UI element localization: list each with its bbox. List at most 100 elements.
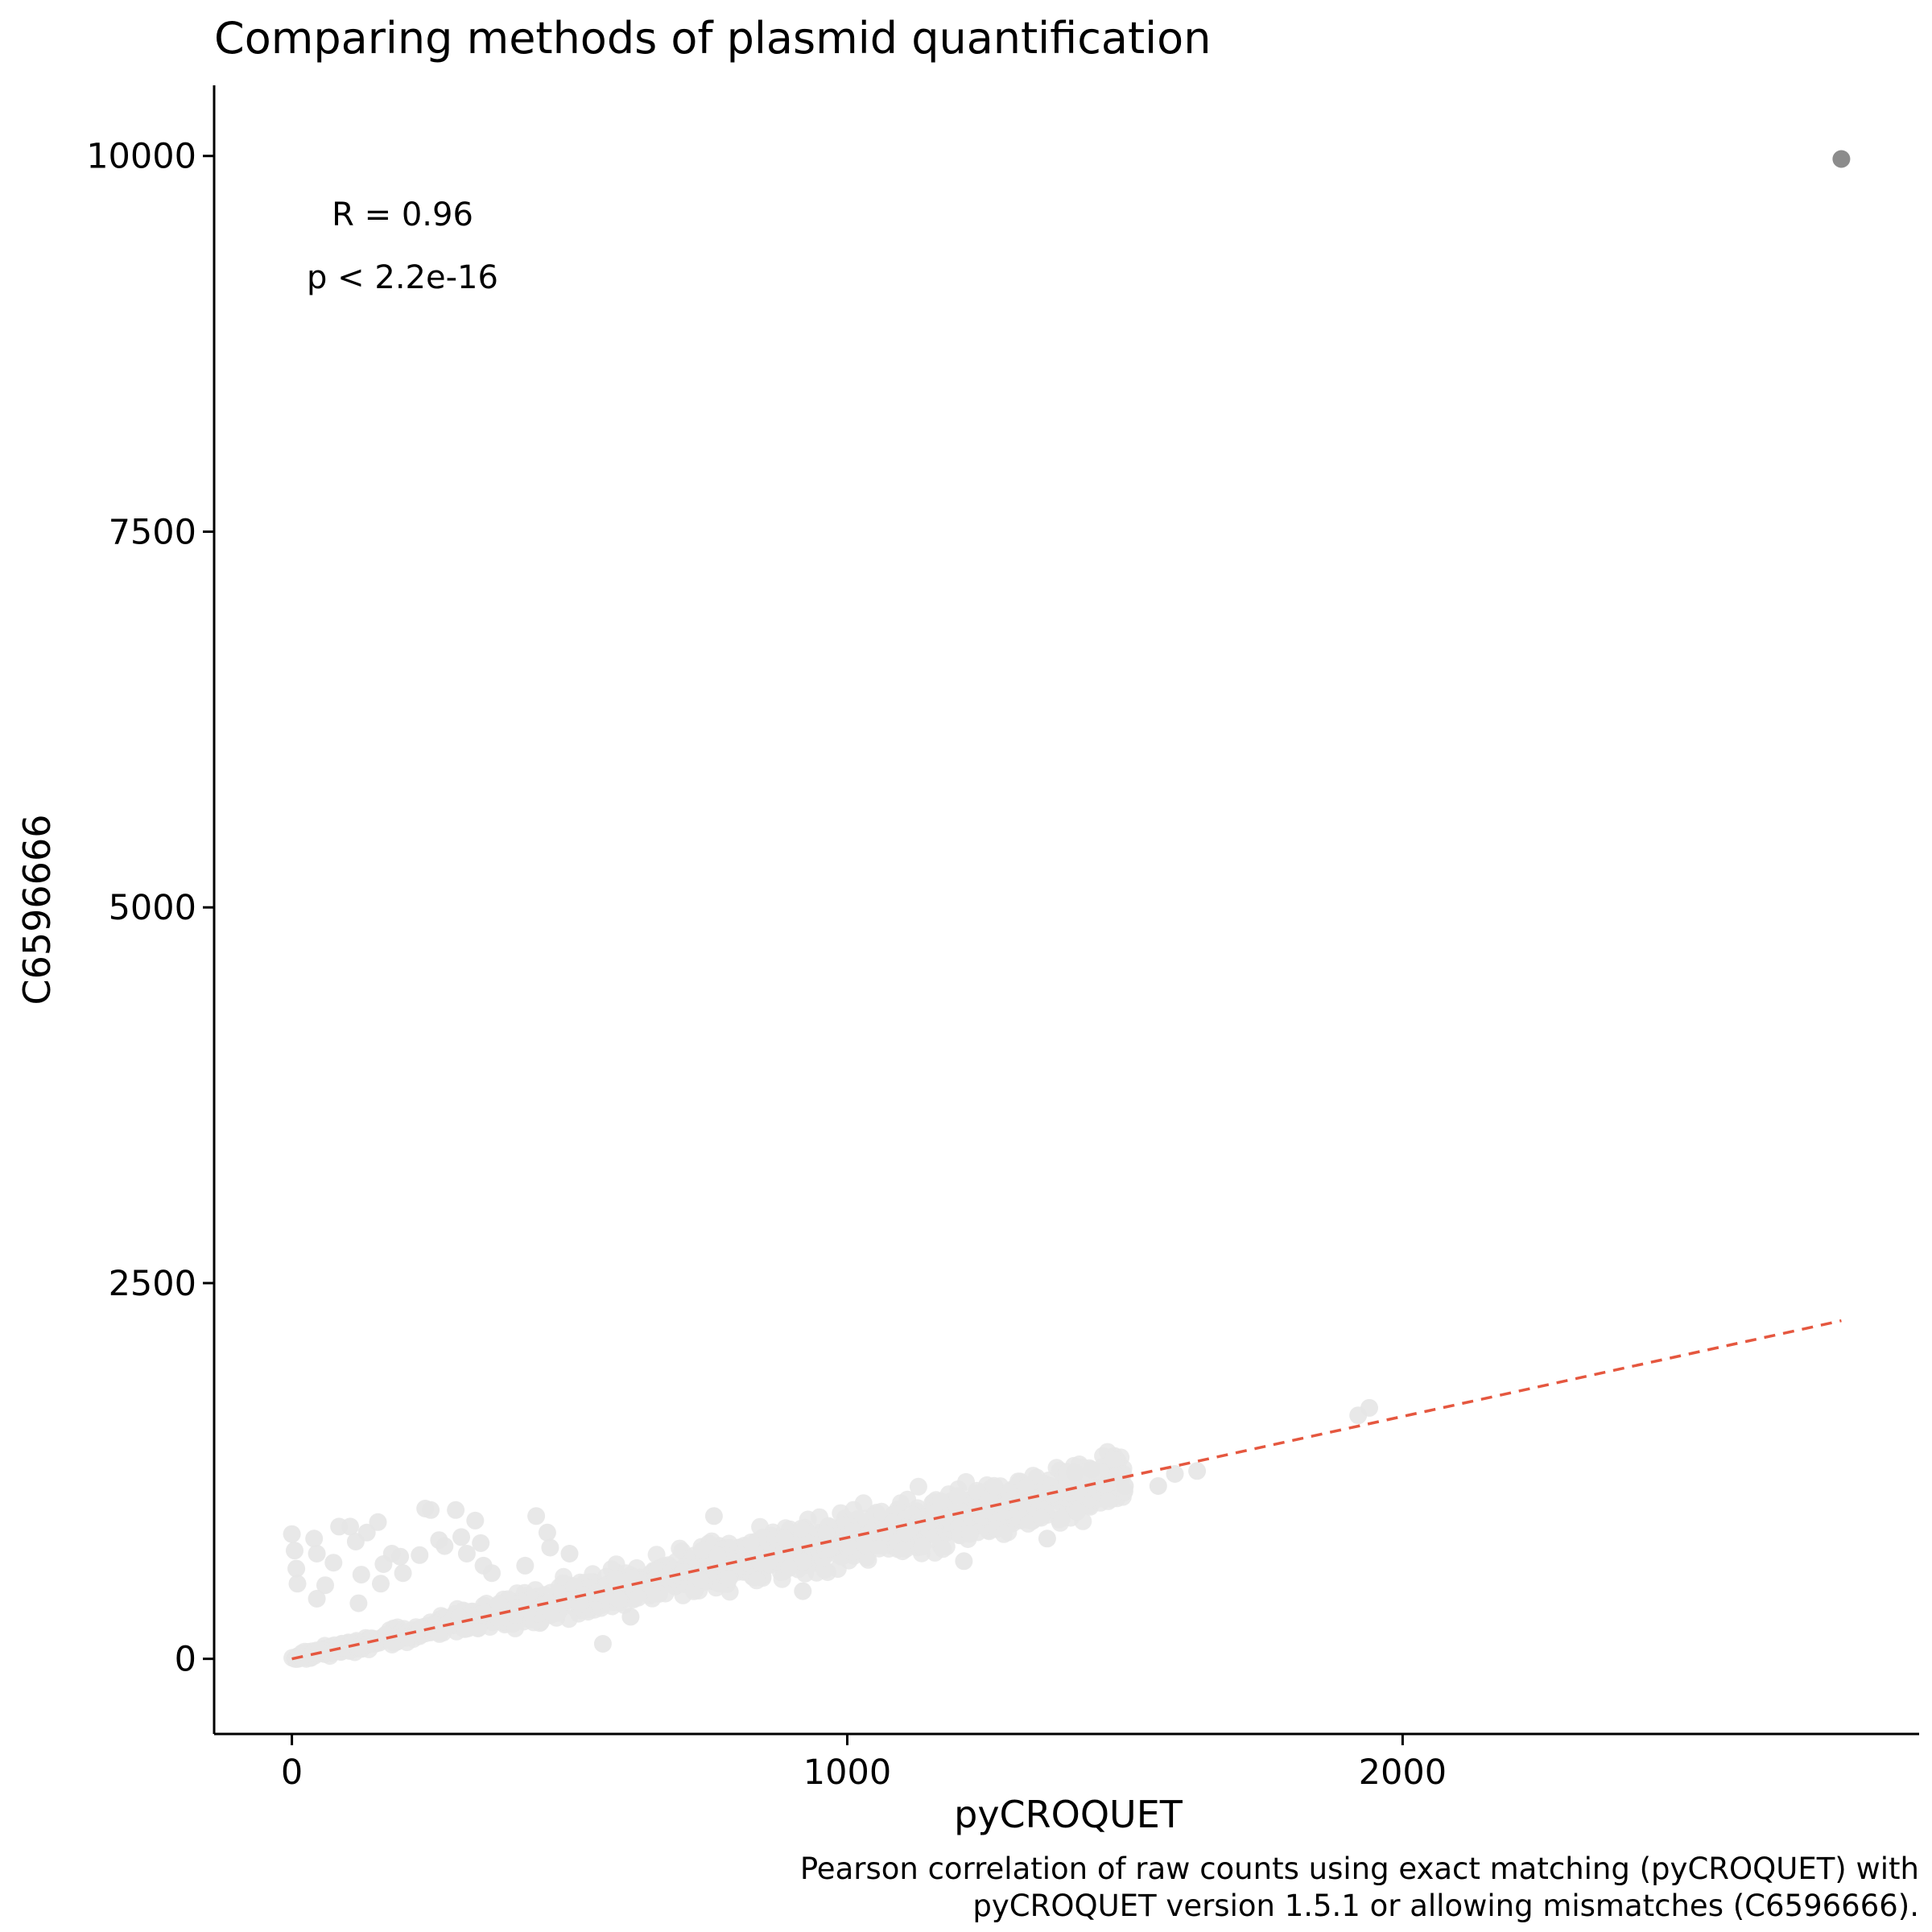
data-point bbox=[720, 1570, 738, 1588]
data-point bbox=[466, 1511, 485, 1530]
data-point bbox=[794, 1552, 812, 1571]
data-point bbox=[794, 1582, 812, 1600]
data-point bbox=[447, 1501, 465, 1519]
data-point bbox=[1066, 1463, 1084, 1482]
data-point bbox=[538, 1523, 556, 1542]
data-point bbox=[913, 1538, 931, 1556]
data-point bbox=[629, 1588, 647, 1607]
data-point bbox=[961, 1525, 979, 1543]
data-point bbox=[422, 1501, 440, 1519]
data-point bbox=[394, 1564, 412, 1583]
y-tick-label: 5000 bbox=[109, 888, 196, 928]
data-point bbox=[1038, 1530, 1056, 1548]
data-point bbox=[792, 1519, 811, 1538]
highlight-point bbox=[1832, 150, 1851, 168]
data-point bbox=[489, 1595, 508, 1613]
caption-line-1: Pearson correlation of raw counts using … bbox=[800, 1852, 1919, 1886]
data-point bbox=[383, 1636, 402, 1653]
data-point bbox=[1360, 1398, 1378, 1417]
data-point bbox=[483, 1564, 501, 1583]
regression-layer bbox=[291, 1319, 1842, 1661]
data-point bbox=[995, 1525, 1013, 1543]
data-point bbox=[658, 1567, 676, 1585]
data-point bbox=[472, 1534, 490, 1552]
x-tick-label: 1000 bbox=[803, 1752, 891, 1793]
x-axis-title: pyCROQUET bbox=[954, 1793, 1183, 1836]
data-point bbox=[931, 1492, 950, 1510]
data-point bbox=[341, 1517, 359, 1536]
data-point bbox=[1099, 1492, 1117, 1510]
data-point bbox=[609, 1591, 628, 1609]
data-point bbox=[820, 1539, 839, 1558]
data-point bbox=[286, 1542, 303, 1560]
data-point bbox=[817, 1524, 836, 1542]
data-point bbox=[775, 1529, 794, 1547]
x-tick-label: 0 bbox=[281, 1752, 303, 1793]
data-point bbox=[909, 1477, 927, 1496]
data-point bbox=[539, 1593, 558, 1612]
data-point bbox=[1032, 1509, 1051, 1527]
y-tick-label: 2500 bbox=[109, 1264, 196, 1304]
data-point bbox=[571, 1594, 588, 1612]
data-point bbox=[516, 1556, 535, 1575]
data-point bbox=[1018, 1478, 1035, 1496]
data-point bbox=[287, 1559, 306, 1578]
data-point bbox=[747, 1571, 766, 1590]
data-point bbox=[452, 1528, 470, 1546]
data-point bbox=[457, 1545, 476, 1563]
points-layer bbox=[283, 1398, 1378, 1668]
data-point bbox=[780, 1559, 798, 1577]
data-point bbox=[704, 1507, 723, 1525]
data-point bbox=[283, 1525, 301, 1543]
data-point bbox=[436, 1537, 454, 1555]
data-point bbox=[999, 1492, 1018, 1511]
data-point bbox=[411, 1546, 429, 1564]
data-point bbox=[741, 1534, 760, 1551]
data-point bbox=[1188, 1462, 1207, 1480]
data-point bbox=[896, 1524, 914, 1542]
data-point bbox=[856, 1536, 874, 1554]
data-point bbox=[691, 1571, 710, 1589]
data-point bbox=[1149, 1477, 1167, 1495]
regression-line bbox=[291, 1319, 1842, 1661]
data-point bbox=[352, 1566, 370, 1584]
data-point bbox=[693, 1542, 712, 1559]
data-point bbox=[288, 1575, 307, 1593]
data-point bbox=[456, 1620, 474, 1638]
x-axis-ticks: 0 1000 2000 bbox=[281, 1734, 1447, 1793]
y-axis-ticks: 0 2500 5000 7500 10000 bbox=[86, 137, 214, 1680]
data-point bbox=[873, 1502, 890, 1521]
data-point bbox=[1116, 1477, 1134, 1495]
data-point bbox=[593, 1635, 612, 1653]
data-point bbox=[476, 1604, 493, 1622]
data-point bbox=[1068, 1502, 1086, 1521]
data-point bbox=[955, 1552, 973, 1571]
data-point bbox=[308, 1590, 326, 1608]
data-point bbox=[948, 1487, 967, 1505]
data-point bbox=[310, 1641, 328, 1660]
data-point bbox=[349, 1637, 368, 1656]
data-point bbox=[369, 1513, 387, 1531]
data-point bbox=[1104, 1450, 1122, 1468]
data-point bbox=[606, 1570, 625, 1588]
data-point bbox=[506, 1619, 524, 1637]
data-point bbox=[621, 1608, 640, 1626]
data-point bbox=[985, 1476, 1003, 1495]
data-point bbox=[708, 1546, 727, 1565]
y-tick-label: 7500 bbox=[109, 512, 196, 552]
data-point bbox=[934, 1540, 952, 1558]
x-tick-label: 2000 bbox=[1359, 1752, 1447, 1793]
highlight-layer bbox=[1832, 150, 1851, 168]
data-point bbox=[894, 1542, 912, 1561]
correlation-r-label: R = 0.96 bbox=[332, 196, 473, 233]
y-axis-title: C6596666 bbox=[15, 815, 59, 1005]
data-point bbox=[560, 1545, 579, 1563]
data-point bbox=[1058, 1479, 1075, 1497]
data-point bbox=[1166, 1465, 1184, 1483]
data-point bbox=[854, 1494, 873, 1513]
data-point bbox=[1053, 1509, 1071, 1528]
data-point bbox=[372, 1575, 390, 1593]
data-point bbox=[840, 1538, 859, 1556]
data-point bbox=[541, 1538, 559, 1557]
